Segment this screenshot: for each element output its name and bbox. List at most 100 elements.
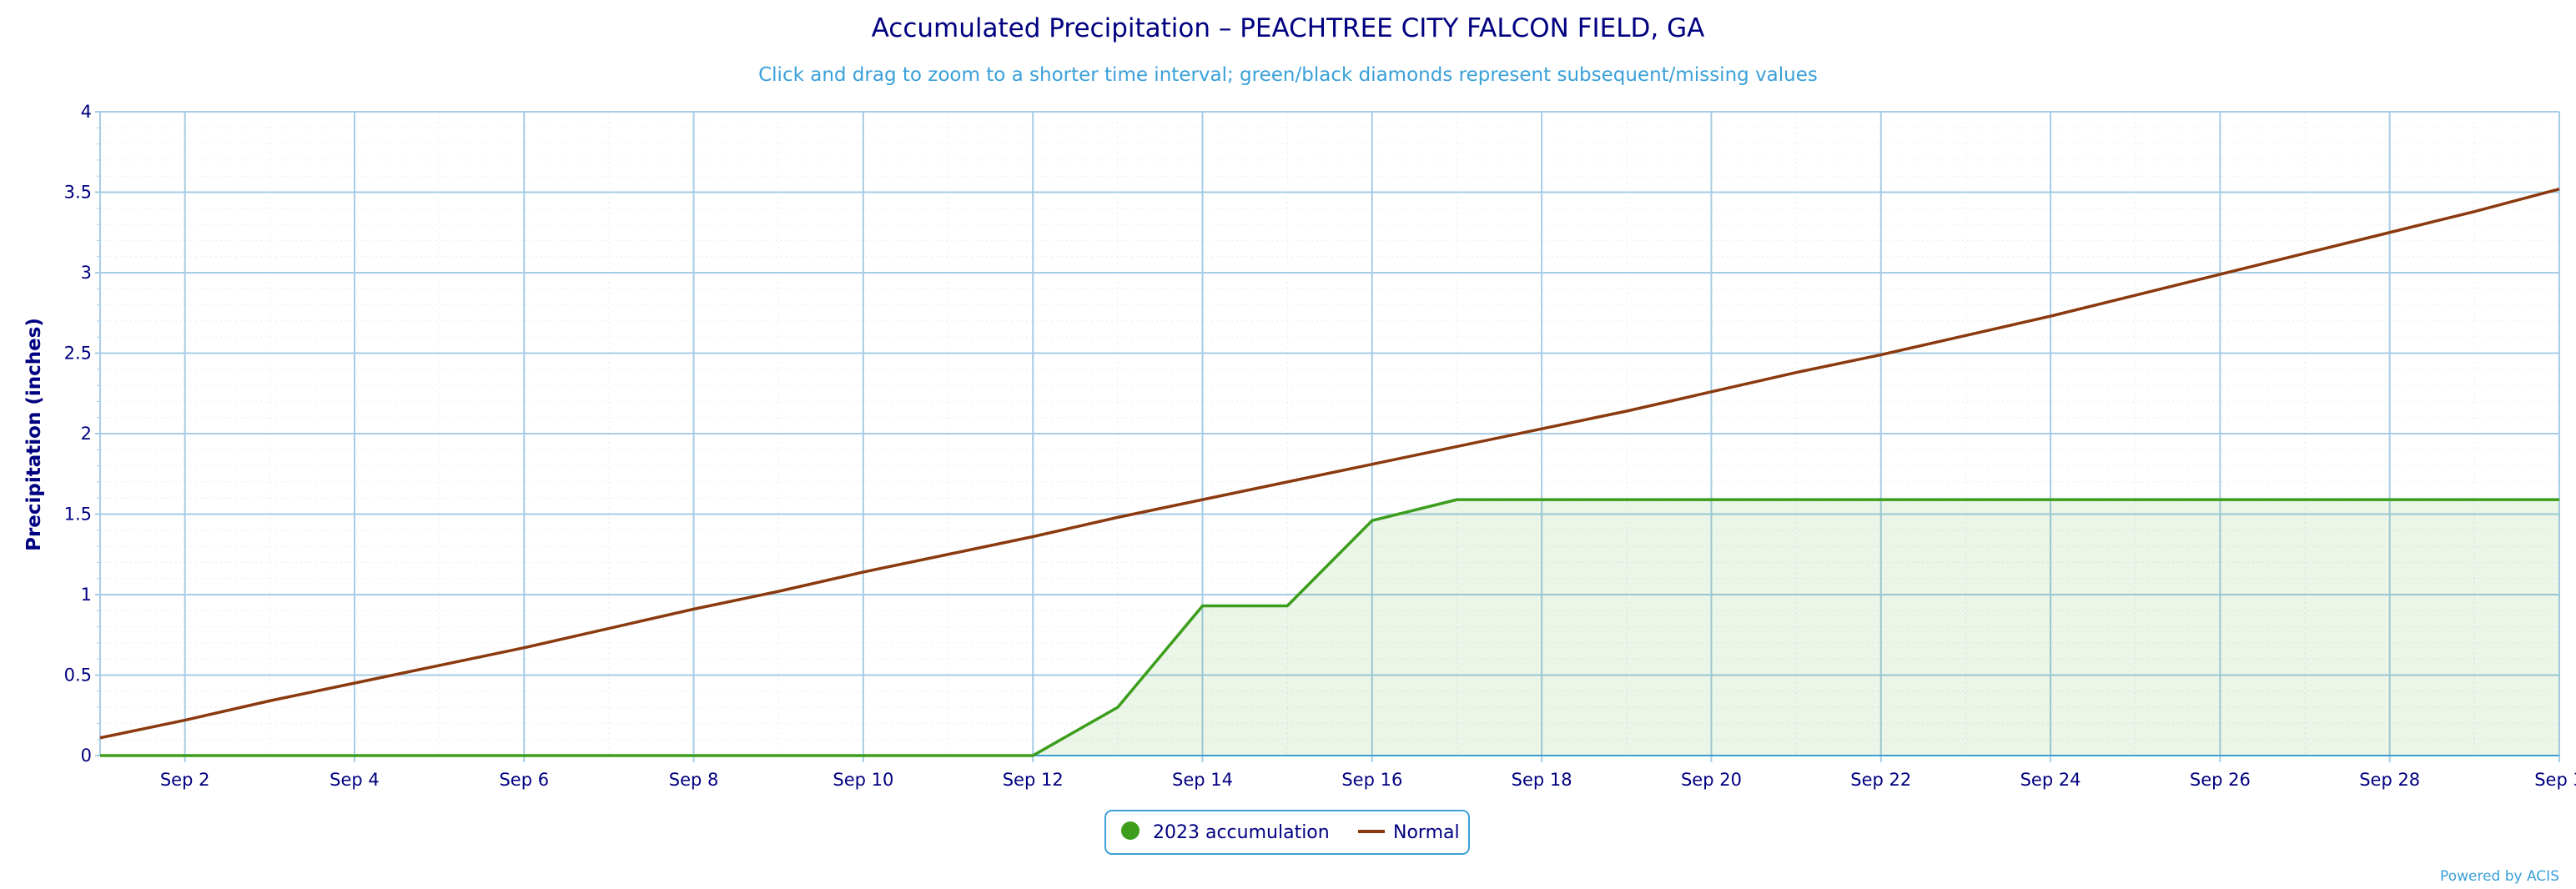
y-tick-label: 3 [81, 263, 92, 283]
data-point-normal[interactable] [860, 569, 867, 575]
data-point-2023-accumulation[interactable] [1623, 496, 1630, 503]
data-point-normal[interactable] [2132, 292, 2139, 299]
legend-label-normal: Normal [1393, 822, 1460, 843]
series-line-2023-accumulation[interactable] [100, 498, 2559, 757]
data-point-2023-accumulation[interactable] [775, 752, 782, 759]
data-point-2023-accumulation[interactable] [1114, 704, 1121, 711]
data-point-2023-accumulation[interactable] [1793, 496, 1799, 503]
x-tick-label: Sep 24 [2020, 770, 2081, 790]
data-point-2023-accumulation[interactable] [1962, 496, 1969, 503]
x-tick-label: Sep 12 [1003, 770, 1064, 790]
data-point-2023-accumulation[interactable] [860, 752, 867, 759]
data-point-2023-accumulation[interactable] [2132, 496, 2139, 503]
data-point-normal[interactable] [1453, 443, 1460, 450]
y-tick-label: 1 [81, 585, 92, 605]
series-area-2023-accumulation [100, 500, 2559, 756]
data-point-2023-accumulation[interactable] [2556, 496, 2563, 503]
data-point-normal[interactable] [2047, 313, 2054, 319]
data-point-2023-accumulation[interactable] [1200, 603, 1206, 610]
data-point-2023-accumulation[interactable] [606, 752, 612, 759]
legend-box [1104, 810, 1470, 855]
data-point-normal[interactable] [351, 680, 358, 686]
y-axis-label: Precipitation (inches) [23, 318, 45, 551]
y-tick-label: 1.5 [64, 505, 92, 525]
data-point-normal[interactable] [2471, 208, 2478, 215]
data-point-normal[interactable] [521, 645, 527, 651]
data-point-2023-accumulation[interactable] [266, 752, 273, 759]
y-tick-label: 2 [81, 424, 92, 444]
data-point-normal[interactable] [182, 717, 189, 724]
data-point-normal[interactable] [1962, 332, 1969, 339]
x-tick-label: Sep 2 [160, 770, 210, 790]
x-tick-label: Sep 18 [1512, 770, 1572, 790]
data-point-normal[interactable] [1114, 514, 1121, 520]
data-point-2023-accumulation[interactable] [1538, 496, 1545, 503]
x-tick-label: Sep 14 [1172, 770, 1233, 790]
x-tick-label: Sep 20 [1681, 770, 1742, 790]
x-tick-label: Sep 10 [833, 770, 893, 790]
data-point-normal[interactable] [775, 588, 782, 595]
data-point-2023-accumulation[interactable] [2471, 496, 2478, 503]
data-point-2023-accumulation[interactable] [182, 752, 189, 759]
x-tick-label: Sep 6 [499, 770, 549, 790]
x-tick-label: Sep 28 [2359, 770, 2420, 790]
x-tick-label: Sep 26 [2190, 770, 2251, 790]
x-tick-label: Sep 16 [1341, 770, 1402, 790]
data-point-normal[interactable] [2216, 271, 2223, 278]
data-point-2023-accumulation[interactable] [97, 752, 103, 759]
data-point-normal[interactable] [1369, 461, 1376, 468]
y-tick-label: 0.5 [64, 665, 92, 686]
data-point-normal[interactable] [1623, 408, 1630, 414]
x-tick-label: Sep 22 [1850, 770, 1911, 790]
data-point-2023-accumulation[interactable] [1878, 496, 1884, 503]
x-tick-label: Sep 8 [669, 770, 719, 790]
chart-subtitle: Click and drag to zoom to a shorter time… [758, 64, 1818, 86]
legend: 2023 accumulation Normal [1104, 810, 1470, 855]
data-point-normal[interactable] [691, 605, 697, 612]
y-tick-label: 2.5 [64, 344, 92, 364]
chart-title: Accumulated Precipitation – PEACHTREE CI… [872, 13, 1705, 43]
data-point-normal[interactable] [97, 735, 103, 741]
data-point-normal[interactable] [2302, 250, 2308, 257]
data-point-2023-accumulation[interactable] [1369, 517, 1376, 524]
y-tick-label: 0 [81, 746, 92, 766]
data-point-2023-accumulation[interactable] [436, 752, 443, 759]
data-point-2023-accumulation[interactable] [2387, 496, 2393, 503]
legend-item-2023-accumulation[interactable]: 2023 accumulation [1121, 821, 1330, 843]
data-point-normal[interactable] [1878, 351, 1884, 358]
data-point-2023-accumulation[interactable] [1029, 752, 1036, 759]
plot-area[interactable]: 0 0.5 1 1.5 2 2.5 3 3.5 4 Sep 2 Sep 4 Sep 6 Sep 8 Sep… [64, 102, 2576, 790]
data-point-2023-accumulation[interactable] [351, 752, 358, 759]
data-point-normal[interactable] [1793, 369, 1799, 376]
data-point-2023-accumulation[interactable] [945, 752, 952, 759]
data-point-normal[interactable] [945, 551, 952, 558]
data-point-2023-accumulation[interactable] [2302, 496, 2308, 503]
x-tick-label: Sep 4 [330, 770, 380, 790]
data-point-normal[interactable] [2387, 229, 2393, 236]
powered-by-credit[interactable]: Powered by ACIS [2440, 868, 2559, 885]
data-point-2023-accumulation[interactable] [691, 752, 697, 759]
data-point-normal[interactable] [266, 697, 273, 704]
data-point-normal[interactable] [1200, 496, 1206, 503]
series-line-normal[interactable] [99, 187, 2560, 740]
y-tick-label: 4 [81, 102, 92, 122]
data-point-2023-accumulation[interactable] [521, 752, 527, 759]
data-point-2023-accumulation[interactable] [1453, 496, 1460, 503]
y-tick-label: 3.5 [64, 183, 92, 203]
data-point-normal[interactable] [1029, 534, 1036, 540]
data-point-2023-accumulation[interactable] [1284, 603, 1291, 610]
data-point-2023-accumulation[interactable] [1708, 496, 1714, 503]
data-point-2023-accumulation[interactable] [2047, 496, 2054, 503]
data-point-normal[interactable] [1538, 425, 1545, 432]
data-point-normal[interactable] [2556, 186, 2563, 193]
x-tick-label: Sep 3 [2534, 770, 2576, 790]
legend-marker-2023-accumulation [1121, 821, 1140, 840]
legend-item-normal[interactable]: Normal [1358, 822, 1460, 843]
data-point-normal[interactable] [1708, 389, 1714, 395]
data-point-normal[interactable] [436, 662, 443, 669]
data-point-2023-accumulation[interactable] [2216, 496, 2223, 503]
data-point-normal[interactable] [606, 625, 612, 632]
legend-label-2023-accumulation: 2023 accumulation [1153, 822, 1330, 843]
data-point-normal[interactable] [1284, 479, 1291, 485]
